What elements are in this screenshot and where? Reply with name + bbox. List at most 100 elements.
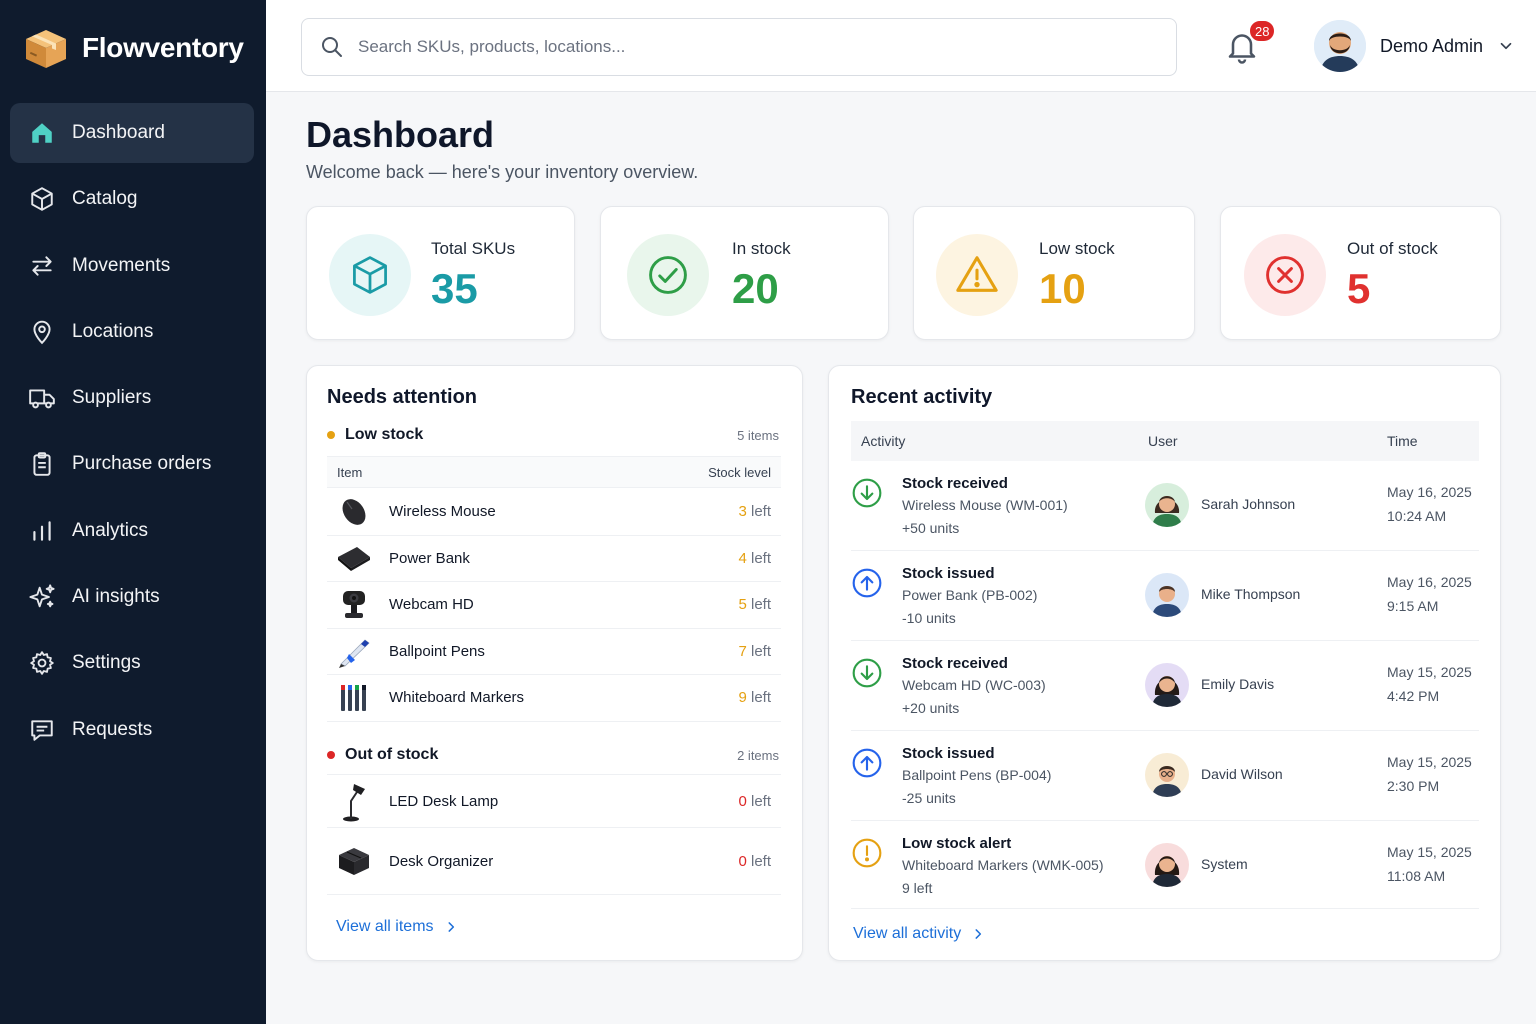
sidebar-item-dashboard[interactable]: Dashboard (10, 103, 254, 163)
sidebar-item-label: Requests (72, 718, 153, 740)
sidebar-item-label: Dashboard (72, 122, 165, 143)
low-stock-header: Low stock 5 items (327, 426, 781, 444)
stat-card-in-stock[interactable]: In stock 20 (600, 206, 889, 340)
item-name: Ballpoint Pens (389, 642, 485, 660)
desk-organizer-icon (333, 844, 375, 878)
activity-title: Stock issued (902, 745, 995, 762)
message-icon (28, 716, 56, 744)
sidebar-nav: Dashboard Catalog Movements Locations Su… (10, 103, 254, 766)
stock-qty: 5 (738, 596, 747, 614)
sidebar-item-label: Settings (72, 652, 141, 674)
stat-value: 20 (732, 265, 779, 312)
user-name: System (1201, 856, 1248, 872)
bell-icon[interactable] (1224, 28, 1260, 64)
sidebar-item-label: Catalog (72, 188, 138, 210)
table-row[interactable]: Desk Organizer 0 left (327, 828, 781, 895)
view-all-items-link[interactable]: View all items (336, 918, 458, 936)
brand[interactable]: Flowventory (22, 24, 244, 72)
activity-title: Stock issued (902, 565, 995, 582)
cube-icon (353, 256, 387, 294)
warning-icon (956, 256, 998, 292)
chevron-right-icon (448, 922, 454, 932)
notification-badge: 28 (1248, 19, 1277, 43)
stock-qty: 4 (738, 549, 747, 567)
activity-time: 9:15 AM (1387, 598, 1439, 614)
item-name: Power Bank (389, 549, 470, 567)
chevron-right-icon (975, 929, 982, 939)
stock-suffix: left (746, 792, 771, 810)
view-all-activity-link[interactable]: View all activity (853, 925, 985, 943)
item-name: Webcam HD (389, 596, 474, 614)
gear-icon (28, 649, 56, 677)
stat-card-total-skus[interactable]: Total SKUs 35 (306, 206, 575, 340)
table-row[interactable]: Wireless Mouse 3 left (327, 489, 781, 536)
activity-title: Stock received (902, 475, 1008, 492)
activity-title: Stock received (902, 655, 1008, 672)
user-menu[interactable]: Demo Admin (1314, 20, 1515, 72)
webcam-icon (333, 588, 375, 622)
sidebar-item-movements[interactable]: Movements (10, 236, 254, 296)
table-row[interactable]: Stock issued Power Bank (PB-002) -10 uni… (851, 551, 1479, 641)
item-name: Whiteboard Markers (389, 689, 525, 707)
sidebar-item-requests[interactable]: Requests (10, 700, 254, 760)
table-row[interactable]: Whiteboard Markers 9 left (327, 675, 781, 722)
needs-attention-card: Needs attention Low stock 5 items Item S… (306, 365, 803, 961)
activity-quantity: -10 units (902, 610, 956, 626)
check-circle-icon (649, 256, 687, 294)
table-row[interactable]: LED Desk Lamp 0 left (327, 775, 781, 828)
stock-level: 4 left (738, 550, 771, 567)
stock-level: 7 left (738, 643, 771, 660)
pen-icon (333, 634, 375, 669)
table-header: Item Stock level (327, 456, 781, 488)
x-circle-icon (1266, 256, 1304, 294)
table-row[interactable]: Webcam HD 5 left (327, 582, 781, 629)
avatar (1314, 20, 1366, 72)
link-label: View all activity (853, 925, 962, 942)
avatar (1145, 753, 1189, 797)
arrow-up-circle-icon (852, 748, 882, 778)
item-name: LED Desk Lamp (389, 792, 499, 810)
arrow-down-circle-icon (852, 658, 882, 688)
activity-title: Low stock alert (902, 835, 1012, 852)
mouse-icon (333, 495, 375, 529)
avatar (1145, 663, 1189, 707)
recent-activity-card: Recent activity Activity User Time Stock… (828, 365, 1501, 961)
stat-card-low-stock[interactable]: Low stock 10 (913, 206, 1195, 340)
activity-quantity: +50 units (902, 520, 960, 536)
divider (327, 774, 781, 775)
sidebar-item-locations[interactable]: Locations (10, 302, 254, 362)
sidebar-item-label: Analytics (72, 519, 149, 541)
top-bar: 28 Demo Admin (266, 0, 1536, 92)
sidebar-item-label: AI insights (72, 586, 160, 608)
user-name: Sarah Johnson (1201, 496, 1296, 512)
sidebar-item-catalog[interactable]: Catalog (10, 169, 254, 229)
card-title: Recent activity (851, 386, 993, 408)
sidebar-item-analytics[interactable]: Analytics (10, 501, 254, 561)
activity-item: Power Bank (PB-002) (902, 587, 1038, 603)
sidebar-item-ai-insights[interactable]: AI insights (10, 567, 254, 627)
search-box[interactable] (301, 18, 1177, 76)
table-row[interactable]: Stock received Webcam HD (WC-003) +20 un… (851, 641, 1479, 731)
sidebar-item-label: Movements (72, 254, 171, 276)
search-input[interactable] (358, 37, 1138, 57)
item-name: Desk Organizer (389, 852, 494, 870)
sidebar-item-settings[interactable]: Settings (10, 633, 254, 693)
table-row[interactable]: Power Bank 4 left (327, 536, 781, 582)
user-name: Emily Davis (1201, 676, 1275, 692)
stock-level: 0 left (738, 793, 771, 810)
table-header: Activity User Time (851, 421, 1479, 461)
markers-icon (333, 681, 375, 715)
sidebar-item-purchase-orders[interactable]: Purchase orders (10, 434, 254, 494)
stat-value: 35 (431, 265, 478, 312)
table-row[interactable]: Stock issued Ballpoint Pens (BP-004) -25… (851, 731, 1479, 821)
stat-card-out-of-stock[interactable]: Out of stock 5 (1220, 206, 1501, 340)
stat-label: Out of stock (1347, 239, 1438, 258)
table-row[interactable]: Low stock alert Whiteboard Markers (WMK-… (851, 821, 1479, 909)
table-row[interactable]: Ballpoint Pens 7 left (327, 629, 781, 675)
table-row[interactable]: Stock received Wireless Mouse (WM-001) +… (851, 461, 1479, 551)
stat-value: 5 (1347, 265, 1371, 312)
sidebar: Flowventory Dashboard Catalog Movements … (0, 0, 266, 1024)
sparkles-icon (28, 583, 56, 611)
sidebar-item-suppliers[interactable]: Suppliers (10, 368, 254, 428)
box-icon (28, 185, 56, 213)
